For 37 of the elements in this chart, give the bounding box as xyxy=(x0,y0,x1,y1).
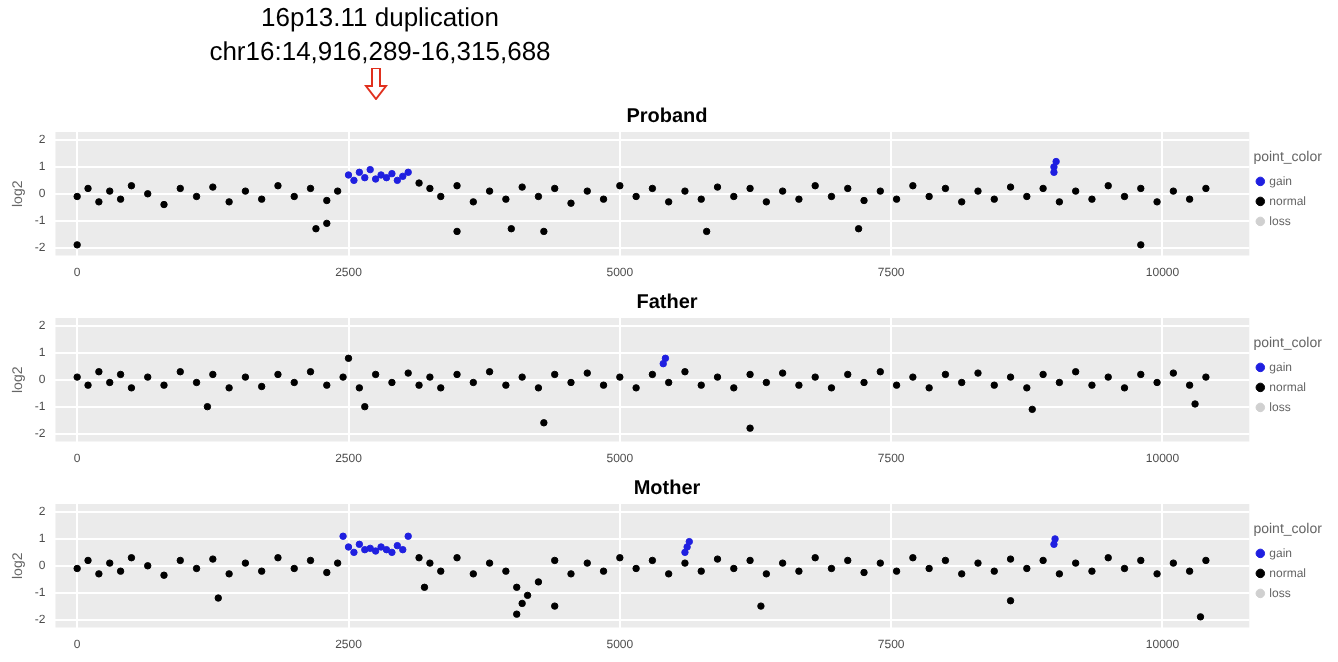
point xyxy=(1051,535,1059,543)
point xyxy=(377,171,385,179)
point xyxy=(350,176,358,185)
point xyxy=(404,168,412,176)
chart-title: Mother xyxy=(633,477,701,500)
point xyxy=(393,541,402,550)
point xyxy=(388,169,396,178)
point xyxy=(382,545,391,554)
point xyxy=(339,532,347,540)
point xyxy=(399,545,407,554)
chart-title: Father xyxy=(636,291,698,314)
point xyxy=(344,543,353,551)
point xyxy=(350,548,358,557)
chart-title: Proband xyxy=(626,105,708,128)
point xyxy=(344,171,353,179)
point xyxy=(404,532,412,540)
point xyxy=(355,168,364,176)
point xyxy=(355,540,364,548)
point xyxy=(366,165,374,174)
point xyxy=(388,548,396,557)
point xyxy=(371,175,380,183)
point xyxy=(1052,157,1060,166)
point xyxy=(361,173,369,182)
point xyxy=(683,543,691,551)
point xyxy=(382,173,391,182)
text: chr16:14,916,289-16,315,688 xyxy=(207,34,553,68)
point xyxy=(1050,540,1058,548)
text: 16p13.11 duplication xyxy=(258,0,502,34)
point xyxy=(685,537,693,546)
point xyxy=(377,543,385,551)
point xyxy=(681,548,689,557)
point xyxy=(361,545,369,554)
point xyxy=(371,547,380,555)
point xyxy=(399,172,407,181)
point xyxy=(393,176,402,185)
point xyxy=(366,544,374,553)
point xyxy=(1050,168,1058,176)
